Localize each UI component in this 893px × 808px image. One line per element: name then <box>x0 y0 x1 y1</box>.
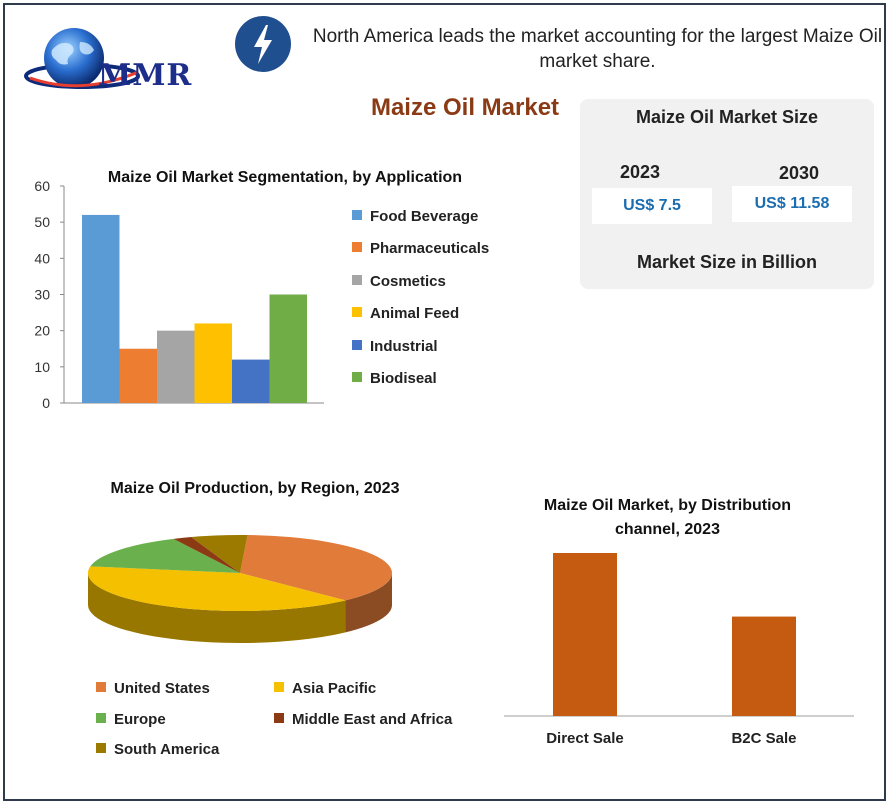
value-2030-box: US$ 11.58 <box>732 186 852 222</box>
mmr-globe-logo <box>24 28 140 89</box>
legend-label: Middle East and Africa <box>292 711 453 728</box>
pie-slice-united-states <box>240 535 392 601</box>
y-tick-label: 60 <box>34 178 50 194</box>
bar-direct-sale <box>553 553 617 716</box>
legend-label: South America <box>114 741 220 758</box>
legend-label: Europe <box>114 711 166 728</box>
market-size-footer: Market Size in Billion <box>636 252 818 272</box>
x-tick-label-b2c-sale: B2C Sale <box>731 730 796 747</box>
year-2023-label: 2023 <box>619 162 661 182</box>
legend-label: Animal Feed <box>370 305 460 323</box>
logo-text: MMR <box>98 58 193 93</box>
main-title: Maize Oil Market <box>370 94 560 121</box>
bar-cosmetics <box>157 330 195 403</box>
legend-item-industrial: Industrial <box>352 338 438 355</box>
pie-slice-europe <box>90 538 240 573</box>
legend-item-cosmetics: Cosmetics <box>352 273 446 290</box>
legend-item-asia-pacific: Asia Pacific <box>274 680 376 697</box>
region-pie-chart <box>88 535 392 643</box>
distribution-chart-title: Maize Oil Market, by Distribution channe… <box>543 497 792 538</box>
bar-animal-feed <box>194 323 232 403</box>
legend-label: Biodiseal <box>370 370 437 387</box>
year-2030-label: 2030 <box>778 163 820 183</box>
pie-side-asia-pacific <box>88 573 346 643</box>
legend-item-food-beverage: Food Beverage <box>352 208 478 225</box>
bar-biodiseal <box>269 294 307 403</box>
region-legend: United States Asia Pacific Europe Middle Ea… <box>96 680 496 770</box>
y-tick-label: 30 <box>34 287 50 303</box>
application-chart-title: Maize Oil Market Segmentation, by Applic… <box>107 169 463 186</box>
legend-item-south-america: South America <box>96 741 219 758</box>
legend-swatch <box>274 713 284 723</box>
bar-food-beverage <box>82 214 120 403</box>
bar-industrial <box>232 359 270 403</box>
legend-label: Pharmaceuticals <box>370 240 490 258</box>
y-tick-label: 40 <box>34 250 50 266</box>
legend-swatch <box>352 372 362 382</box>
legend-label: Asia Pacific <box>292 680 377 697</box>
y-tick-label: 10 <box>34 359 50 375</box>
y-tick-label: 0 <box>42 395 50 411</box>
legend-label: Cosmetics <box>370 272 446 290</box>
legend-swatch <box>96 743 106 753</box>
legend-swatch <box>352 339 362 350</box>
legend-swatch <box>352 274 362 285</box>
market-size-panel: Maize Oil Market Size 2023 2030 US$ 7.5 … <box>580 99 874 289</box>
legend-item-middle-east-and-africa: Middle East and Africa <box>274 711 452 728</box>
legend-swatch <box>96 713 106 723</box>
region-chart-title: Maize Oil Production, by Region, 2023 <box>110 480 400 497</box>
y-tick-label: 50 <box>34 214 50 230</box>
application-legend: Food Beverage Pharmaceuticals Cosmetics Ani… <box>352 208 552 398</box>
application-bar-chart: 0 10 20 30 40 50 60 <box>34 178 324 411</box>
legend-swatch <box>274 682 284 692</box>
legend-swatch <box>96 682 106 692</box>
lightning-bolt-icon <box>235 16 291 72</box>
legend-label: United States <box>114 680 210 697</box>
bar-b2c-sale <box>732 616 796 716</box>
legend-item-biodiseal: Biodiseal <box>352 370 437 387</box>
legend-swatch <box>352 210 362 220</box>
distribution-bar-chart: Direct Sale B2C Sale <box>504 553 854 747</box>
legend-label: Industrial <box>370 337 438 355</box>
pie-slice-middle-east-and-africa <box>173 537 240 573</box>
y-tick-label: 20 <box>34 323 50 339</box>
market-size-title: Maize Oil Market Size <box>635 107 819 127</box>
pie-slice-south-america <box>191 535 248 573</box>
infographic-frame <box>3 3 886 801</box>
bar-pharmaceuticals <box>119 348 157 403</box>
legend-swatch <box>352 242 362 253</box>
value-2023-box: US$ 7.5 <box>592 188 712 224</box>
legend-item-animal-feed: Animal Feed <box>352 305 459 322</box>
pie-side-united-states <box>345 573 392 633</box>
pie-slice-asia-pacific <box>88 566 346 611</box>
legend-item-pharmaceuticals: Pharmaceuticals <box>352 240 489 257</box>
legend-label: Food Beverage <box>370 208 479 225</box>
legend-item-europe: Europe <box>96 711 166 728</box>
x-tick-label-direct-sale: Direct Sale <box>546 730 624 747</box>
legend-swatch <box>352 307 362 318</box>
legend-item-united-states: United States <box>96 680 210 697</box>
headline: North America leads the market accountin… <box>312 26 883 72</box>
